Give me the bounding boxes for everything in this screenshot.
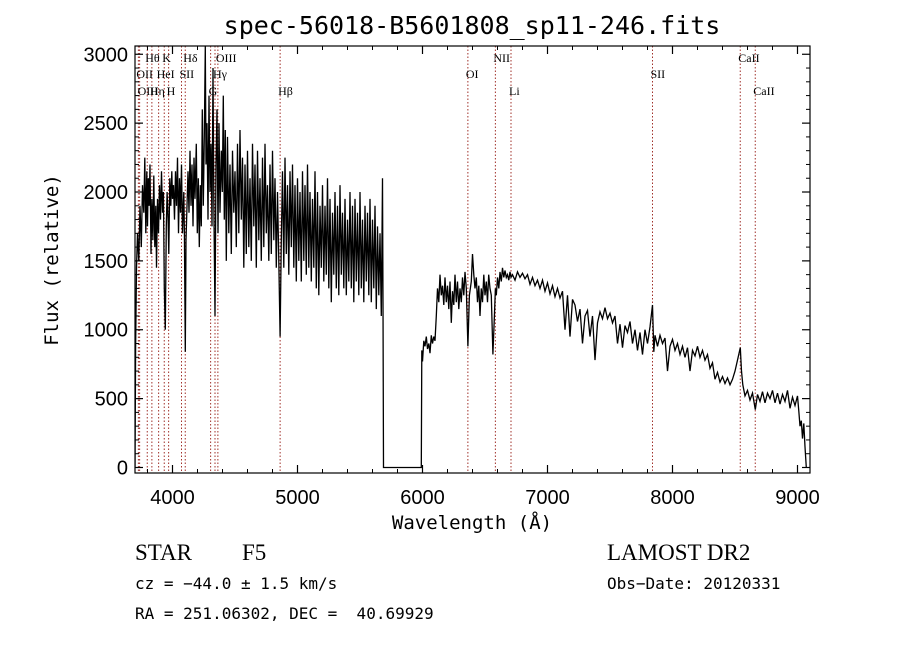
spectral-line-label: HeI bbox=[157, 67, 175, 81]
spectral-line-label: Hγ bbox=[213, 67, 228, 81]
y-tick-label: 1000 bbox=[84, 320, 129, 342]
spectral-line-label: Hδ bbox=[183, 51, 198, 65]
spectral-line-label: Hθ bbox=[145, 51, 160, 65]
spectral-line-label: CaII bbox=[753, 84, 774, 98]
spectral-line-label: SII bbox=[180, 67, 195, 81]
x-tick-label: 5000 bbox=[275, 487, 320, 509]
spectrum-series bbox=[135, 46, 807, 469]
spectral-line-label: K bbox=[162, 51, 171, 65]
x-axis-ticks: 4000 5000 6000 7000 8000 9000 bbox=[147, 46, 820, 509]
x-tick-label: 4000 bbox=[150, 487, 195, 509]
y-tick-label: 1500 bbox=[84, 251, 129, 273]
x-tick-label: 7000 bbox=[525, 487, 570, 509]
y-tick-label: 3000 bbox=[84, 44, 129, 66]
object-subclass: F5 bbox=[242, 540, 267, 565]
redshift-value: cz = −44.0 ± 1.5 km/s bbox=[135, 574, 338, 593]
observation-date: Obs−Date: 20120331 bbox=[607, 574, 781, 593]
x-tick-label: 9000 bbox=[775, 487, 820, 509]
x-tick-label: 6000 bbox=[400, 487, 445, 509]
spectral-line-label: OIII bbox=[216, 51, 237, 65]
y-tick-label: 2000 bbox=[84, 182, 129, 204]
spectral-line-markers bbox=[137, 46, 756, 473]
object-class: STAR bbox=[135, 540, 192, 565]
spectral-line-label: OII bbox=[136, 67, 153, 81]
spectral-line-label: OI bbox=[466, 67, 479, 81]
x-tick-label: 8000 bbox=[650, 487, 695, 509]
x-axis-label: Wavelength (Å) bbox=[392, 511, 552, 534]
coordinates: RA = 251.06302, DEC = 40.69929 bbox=[135, 604, 434, 623]
y-axis-label: Flux (relative) bbox=[41, 174, 63, 346]
spectral-line-label: Hη bbox=[150, 84, 165, 98]
spectral-line-label: Hβ bbox=[278, 84, 293, 98]
survey-name: LAMOST DR2 bbox=[607, 540, 751, 565]
spectral-line-label: H bbox=[167, 84, 176, 98]
spectrum-line bbox=[135, 46, 807, 469]
spectral-line-label: CaII bbox=[738, 51, 759, 65]
spectrum-chart: spec-56018-B5601808_sp11-246.fits Hθ OII O… bbox=[41, 11, 820, 534]
y-tick-label: 0 bbox=[117, 457, 128, 479]
y-tick-label: 2500 bbox=[84, 113, 129, 135]
y-tick-label: 500 bbox=[95, 389, 128, 411]
spectral-line-label: NII bbox=[493, 51, 510, 65]
chart-title: spec-56018-B5601808_sp11-246.fits bbox=[224, 11, 721, 40]
y-axis-ticks: 0 500 1000 1500 2000 2500 3000 bbox=[84, 44, 810, 479]
spectral-line-label: OIII bbox=[138, 84, 159, 98]
spectral-line-label: Li bbox=[509, 84, 520, 98]
spectral-line-label: SII bbox=[651, 67, 666, 81]
